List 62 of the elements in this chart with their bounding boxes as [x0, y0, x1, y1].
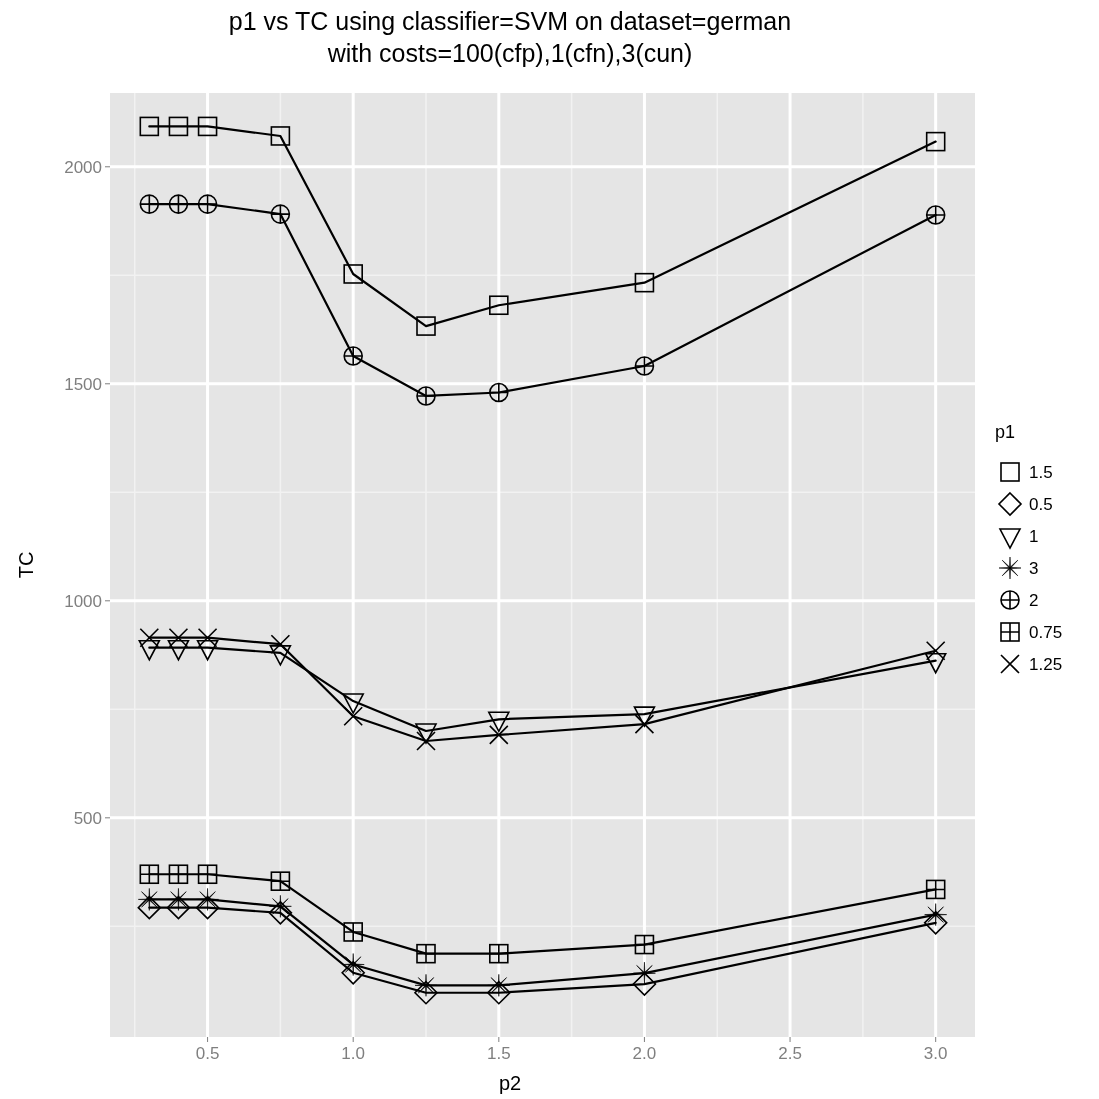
point: [270, 204, 291, 224]
point: [489, 943, 509, 964]
point: [167, 888, 190, 911]
legend-label: 3: [1029, 559, 1039, 578]
legend-label: 1: [1029, 527, 1039, 546]
x-tick-label: 0.5: [195, 1044, 220, 1063]
point: [268, 901, 293, 925]
point: [487, 974, 511, 997]
chart-title: p1 vs TC using classifier=SVM on dataset=german: [228, 7, 792, 35]
point: [416, 386, 436, 406]
point: [139, 864, 160, 885]
point: [197, 864, 218, 885]
point: [489, 725, 509, 745]
point: [925, 131, 946, 152]
point: [270, 871, 291, 891]
point: [634, 272, 655, 293]
legend-label: 1.25: [1029, 655, 1063, 674]
point: [925, 205, 946, 225]
point: [197, 116, 218, 137]
legend-label: 2: [1029, 591, 1039, 610]
chart-subtitle: with costs=100(cfp),1(cfn),3(cun): [326, 39, 693, 67]
y-tick-label: 2000: [64, 157, 102, 177]
point: [925, 879, 946, 900]
legend-label: 0.75: [1029, 623, 1063, 642]
point: [138, 888, 161, 911]
point: [489, 295, 509, 316]
x-axis-title: p2: [498, 1072, 522, 1094]
point: [139, 116, 160, 137]
point: [343, 346, 363, 366]
legend-label: 1.5: [1029, 463, 1053, 482]
point: [487, 980, 511, 1005]
point: [168, 116, 189, 137]
point: [196, 888, 219, 911]
point: [168, 194, 189, 214]
legend-title: p1: [995, 422, 1016, 442]
point: [924, 903, 947, 926]
x-tick-label: 1.5: [486, 1044, 511, 1063]
point: [270, 126, 291, 146]
legend-label: 0.5: [1029, 495, 1053, 514]
point: [414, 974, 438, 997]
point: [489, 382, 509, 403]
point: [139, 194, 160, 214]
point: [634, 356, 655, 376]
y-tick-label: 1000: [64, 591, 102, 611]
point: [197, 194, 218, 214]
point: [343, 264, 363, 284]
point: [634, 934, 655, 955]
point: [168, 864, 189, 885]
y-tick-label: 500: [73, 808, 102, 828]
point: [341, 953, 365, 976]
point: [416, 316, 436, 336]
point: [269, 895, 292, 918]
point: [343, 922, 363, 942]
x-tick-label: 3.0: [923, 1044, 948, 1063]
point: [634, 714, 655, 734]
y-tick-label: 1500: [64, 374, 102, 394]
point: [633, 961, 656, 985]
point: [416, 943, 436, 964]
x-tick-label: 2.5: [778, 1044, 802, 1063]
y-axis-title: TC: [15, 551, 37, 579]
x-tick-label: 2.0: [632, 1044, 657, 1063]
x-tick-label: 1.0: [341, 1044, 366, 1063]
